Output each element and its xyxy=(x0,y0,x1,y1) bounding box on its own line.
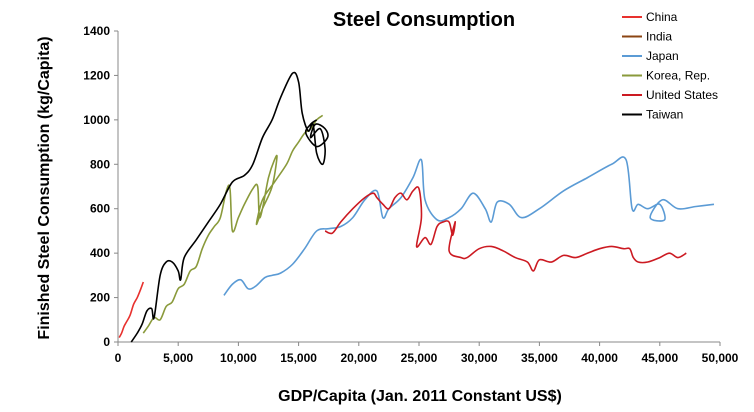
x-tick-label: 50,000 xyxy=(702,351,739,365)
x-tick-label: 0 xyxy=(115,351,122,365)
y-axis-ticks: 0 200 400 600 800 1000 1200 1400 xyxy=(83,24,118,349)
legend-label: China xyxy=(646,10,678,24)
y-tick-label: 1400 xyxy=(83,24,110,38)
y-axis-title: Finished Steel Consumption (kg/Capita) xyxy=(36,36,53,339)
x-tick-label: 35,000 xyxy=(521,351,558,365)
series-line-japan xyxy=(223,156,715,296)
x-tick-label: 45,000 xyxy=(641,351,678,365)
x-tick-label: 15,000 xyxy=(280,351,317,365)
chart-title: Steel Consumption xyxy=(333,9,515,31)
legend-label: India xyxy=(646,30,672,44)
x-axis-ticks: 0 5,000 10,000 15,000 20,000 25,000 30,000 35,0… xyxy=(115,342,739,365)
x-axis-title: GDP/Capita (Jan. 2011 Constant US$) xyxy=(278,388,562,405)
series-line-taiwan xyxy=(130,71,329,343)
y-tick-label: 800 xyxy=(90,157,110,171)
legend-label: Japan xyxy=(646,49,679,63)
legend-label: Korea, Rep. xyxy=(646,69,710,83)
legend-label: United States xyxy=(646,88,718,102)
y-tick-label: 600 xyxy=(90,202,110,216)
y-tick-label: 200 xyxy=(90,291,110,305)
x-tick-label: 10,000 xyxy=(220,351,257,365)
y-tick-label: 1000 xyxy=(83,113,110,127)
series-line-china xyxy=(118,281,145,338)
y-tick-label: 1200 xyxy=(83,68,110,82)
series-line-korea-rep xyxy=(142,114,324,334)
y-tick-label: 0 xyxy=(103,335,110,349)
x-tick-label: 30,000 xyxy=(461,351,498,365)
series-line-united-states xyxy=(324,186,687,272)
x-tick-label: 40,000 xyxy=(581,351,618,365)
y-tick-label: 400 xyxy=(90,246,110,260)
series-lines xyxy=(118,71,715,343)
legend-label: Taiwan xyxy=(646,108,683,122)
legend: China India Japan Korea, Rep. United States T… xyxy=(622,10,718,122)
x-tick-label: 25,000 xyxy=(401,351,438,365)
x-tick-label: 20,000 xyxy=(340,351,377,365)
x-tick-label: 5,000 xyxy=(163,351,193,365)
